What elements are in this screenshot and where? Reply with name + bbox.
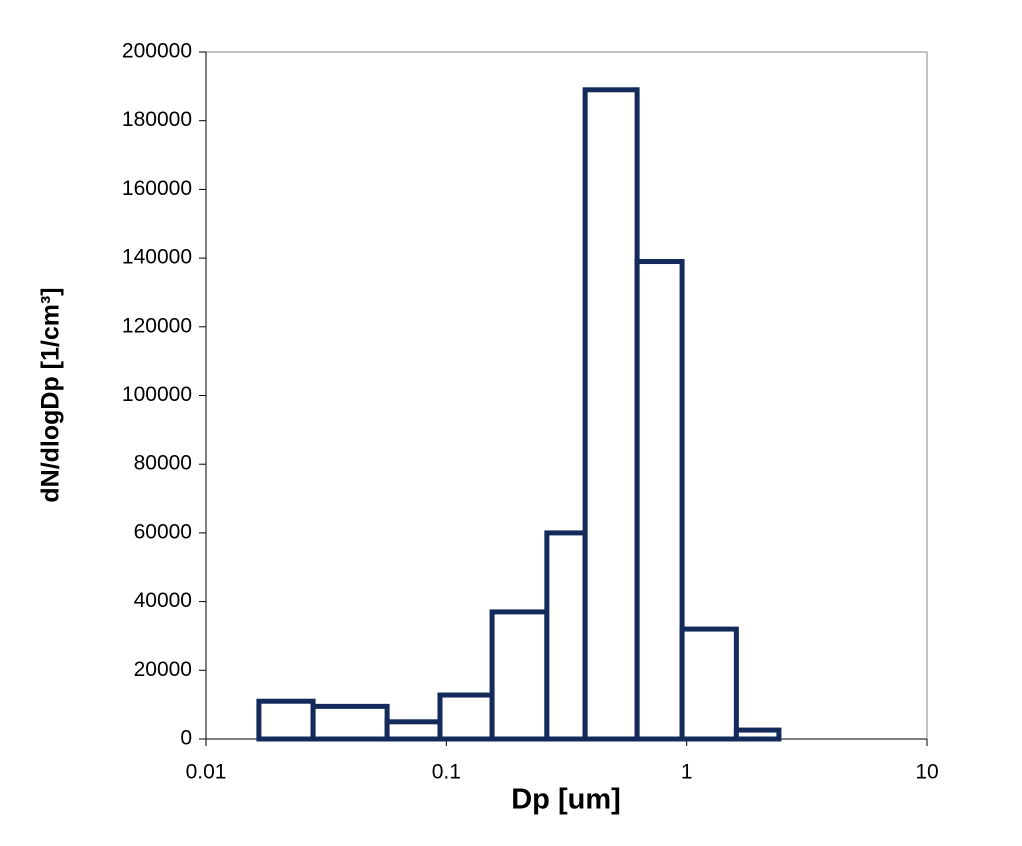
bar	[733, 727, 782, 742]
bar	[310, 703, 390, 742]
y-tick-label: 20000	[134, 658, 192, 681]
bar	[679, 626, 739, 742]
y-tick-label: 40000	[134, 589, 192, 612]
y-tick-label: 100000	[122, 383, 192, 406]
y-tick-label: 180000	[122, 108, 192, 131]
x-tick-label: 0.1	[432, 761, 461, 784]
y-tick-label: 200000	[122, 40, 192, 63]
y-tick-label: 160000	[122, 177, 192, 200]
x-axis-title: Dp [um]	[511, 784, 621, 816]
y-tick-label: 120000	[122, 314, 192, 337]
bar	[489, 609, 550, 742]
y-tick-label: 140000	[122, 246, 192, 269]
bar	[544, 530, 588, 742]
bar	[384, 719, 443, 742]
bar	[582, 87, 640, 742]
y-tick-label: 80000	[134, 452, 192, 475]
bar	[256, 698, 316, 742]
bar	[437, 692, 495, 742]
y-tick-label: 60000	[134, 520, 192, 543]
y-axis-title: dN/dlogDp [1/cm³]	[37, 287, 65, 502]
x-tick-label: 1	[681, 761, 693, 784]
x-tick-label: 10	[915, 761, 938, 784]
x-tick-label: 0.01	[186, 761, 227, 784]
bar	[634, 259, 685, 742]
y-tick-label: 0	[180, 727, 192, 750]
